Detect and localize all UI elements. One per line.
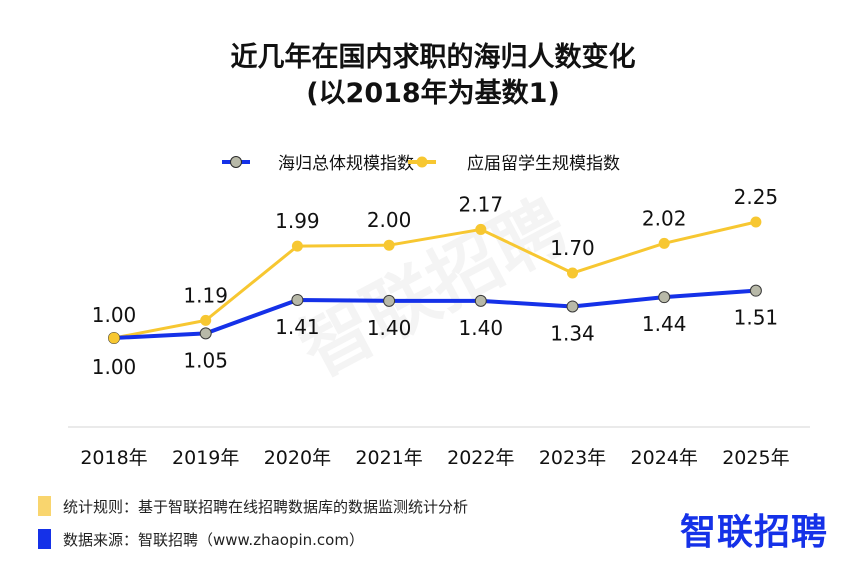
x-tick-label: 2023年 [539, 447, 606, 469]
data-point-overall [749, 284, 762, 297]
x-tick-label: 2022年 [447, 447, 514, 469]
x-tick-label: 2020年 [264, 447, 331, 469]
data-label-graduates: 2.25 [734, 185, 779, 209]
data-label-overall: 1.41 [275, 315, 320, 339]
footer-rule: 统计规则：基于智联招聘在线招聘数据库的数据监测统计分析 [38, 494, 468, 518]
chart-title-line2: (以2018年为基数1) [306, 78, 560, 109]
data-point-graduates [567, 267, 578, 279]
data-point-overall [199, 327, 212, 340]
data-label-graduates: 1.70 [550, 236, 595, 260]
data-point-graduates [383, 239, 395, 251]
data-point-overall [566, 300, 579, 313]
watermark: 智联招聘 [286, 183, 580, 392]
data-label-graduates: 2.00 [367, 208, 412, 232]
data-label-overall: 1.40 [367, 316, 412, 340]
footer-rule-text: 统计规则：基于智联招聘在线招聘数据库的数据监测统计分析 [63, 497, 469, 516]
footer-rule-swatch [38, 496, 51, 516]
legend-label-2: 应届留学生规模指数 [467, 154, 620, 174]
data-label-graduates: 1.99 [275, 209, 320, 233]
data-point-graduates [658, 237, 670, 249]
data-point-graduates [291, 240, 303, 252]
footer-source: 数据来源：智联招聘（www.zhaopin.com） [38, 527, 364, 551]
data-label-graduates: 1.00 [92, 303, 137, 327]
data-point-graduates [475, 223, 487, 235]
x-tick-label: 2025年 [722, 447, 789, 469]
data-point-overall [474, 294, 487, 307]
data-point-graduates [750, 216, 762, 228]
data-label-overall: 1.51 [734, 306, 779, 330]
data-point-overall [383, 294, 396, 307]
data-label-overall: 1.44 [642, 312, 687, 336]
data-label-graduates: 1.19 [183, 283, 228, 307]
zhaopin-logo: 智联招聘 [679, 512, 828, 553]
x-tick-label: 2018年 [80, 447, 147, 469]
legend-label-1: 海归总体规模指数 [278, 154, 414, 174]
legend-marker-1 [230, 156, 242, 168]
data-point-overall [291, 293, 304, 306]
x-tick-label: 2019年 [172, 447, 239, 469]
data-label-graduates: 2.02 [642, 206, 687, 230]
data-point-graduates [108, 332, 120, 344]
data-label-graduates: 2.17 [459, 192, 504, 216]
data-label-overall: 1.05 [183, 348, 228, 372]
data-label-overall: 1.00 [92, 355, 137, 379]
series-line-graduates [113, 220, 757, 340]
series-line-overall [113, 288, 757, 340]
footer-source-text: 数据来源：智联招聘（www.zhaopin.com） [63, 530, 364, 549]
data-point-overall [658, 291, 671, 304]
footer-source-swatch [38, 529, 51, 549]
x-tick-label: 2024年 [631, 447, 698, 469]
data-label-overall: 1.34 [550, 321, 595, 345]
legend-marker-2 [416, 156, 428, 168]
x-tick-label: 2021年 [355, 447, 422, 469]
chart-title-line1: 近几年在国内求职的海归人数变化 [230, 42, 636, 73]
data-label-overall: 1.40 [459, 316, 504, 340]
legend: 海归总体规模指数 应届留学生规模指数 [222, 154, 620, 174]
data-point-graduates [200, 314, 212, 326]
